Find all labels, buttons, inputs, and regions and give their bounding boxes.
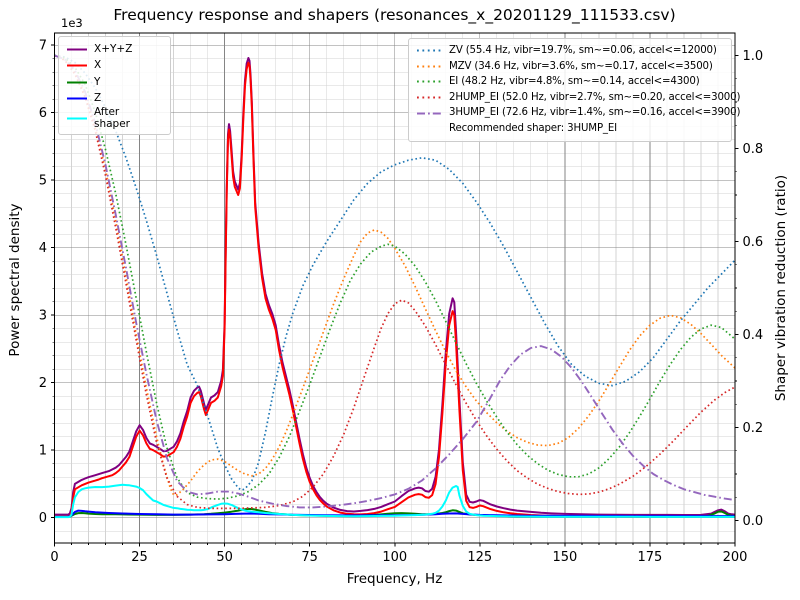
legend-item-label: Z	[94, 92, 102, 104]
tick-label: 200	[723, 550, 748, 565]
tick-label: 25	[131, 550, 148, 565]
legend-item-label: 2HUMP_EI (52.0 Hz, vibr=2.7%, sm~=0.20, …	[449, 91, 741, 103]
recommended-shaper-text: Recommended shaper: 3HUMP_EI	[449, 123, 618, 135]
tick-label: 7	[39, 39, 47, 54]
tick-label: 75	[301, 550, 318, 565]
series-X	[54, 61, 736, 518]
series-3HUMP-EI	[54, 54, 736, 509]
axis-ticks	[51, 44, 739, 547]
series-MZV	[54, 54, 736, 496]
tick-label: 100	[382, 550, 407, 565]
legend-item-label: X	[94, 59, 102, 71]
chart-title: Frequency response and shapers (resonanc…	[113, 6, 676, 24]
legend-item: EI (48.2 Hz, vibr=4.8%, sm~=0.14, accel<…	[416, 74, 724, 90]
x-tick-labels: 0 25 50 75 100 125 150 175 200	[50, 550, 747, 565]
tick-label: 0.2	[743, 421, 764, 436]
tick-label: 0.8	[743, 142, 764, 157]
legend-item-label: Y	[94, 75, 101, 88]
tick-label: 5	[39, 174, 47, 189]
tick-label: 0.0	[743, 514, 764, 529]
tick-label: 0	[39, 511, 47, 526]
legend-line-sample	[417, 49, 442, 52]
legend-item: After shaper	[66, 106, 163, 130]
legend-item: MZV (34.6 Hz, vibr=3.6%, sm~=0.17, accel…	[416, 59, 724, 75]
legend-item-label: X+Y+Z	[94, 42, 133, 55]
tick-label: 1.0	[743, 49, 764, 64]
legend-line-sample	[67, 81, 87, 84]
tick-label: 125	[467, 550, 492, 565]
legend-item-label: 3HUMP_EI (72.6 Hz, vibr=1.4%, sm~=0.16, …	[449, 107, 741, 119]
tick-label: 2	[39, 376, 47, 391]
legend-item: 2HUMP_EI (52.0 Hz, vibr=2.7%, sm~=0.20, …	[416, 90, 740, 106]
legend-item-label: ZV (55.4 Hz, vibr=19.7%, sm~=0.06, accel…	[449, 45, 717, 57]
psd-series	[54, 57, 736, 519]
legend-item: ZV (55.4 Hz, vibr=19.7%, sm~=0.06, accel…	[416, 43, 724, 59]
tick-label: 50	[216, 550, 233, 565]
tick-label: 175	[638, 550, 663, 565]
legend-footer-row: Recommended shaper: 3HUMP_EI	[416, 121, 724, 137]
tick-label: 0.4	[743, 328, 764, 343]
shaper-series	[54, 54, 736, 510]
tick-label: 0	[50, 550, 58, 565]
y-right-tick-labels: 0.0 0.2 0.4 0.6 0.8 1.0	[743, 49, 764, 529]
legend-line-sample	[67, 48, 87, 51]
legend-line-sample	[417, 65, 442, 68]
y-axis-offset-text: 1e3	[61, 16, 83, 30]
legend-line-sample	[67, 117, 87, 120]
legend-shapers: ZV (55.4 Hz, vibr=19.7%, sm~=0.06, accel…	[408, 38, 740, 142]
legend-item-label: MZV (34.6 Hz, vibr=3.6%, sm~=0.17, accel…	[449, 60, 713, 72]
legend-item-label: EI (48.2 Hz, vibr=4.8%, sm~=0.14, accel<…	[449, 76, 700, 88]
series-EI	[54, 54, 736, 500]
y-left-tick-labels: 0 1 2 3 4 5 6 7	[39, 39, 47, 527]
legend-line-sample	[67, 64, 87, 67]
tick-label: 3	[39, 309, 47, 324]
tick-label: 1	[39, 444, 47, 459]
tick-label: 4	[39, 241, 47, 256]
legend-line-sample	[417, 96, 442, 99]
tick-label: 150	[552, 550, 577, 565]
legend-line-sample	[67, 97, 87, 100]
legend-item: Y	[66, 74, 163, 91]
legend-item-label: After shaper	[94, 106, 131, 130]
legend-line-sample	[417, 112, 442, 115]
tick-label: 0.6	[743, 235, 764, 250]
legend-item: X	[66, 58, 163, 75]
legend-item: Z	[66, 91, 163, 108]
series-2HUMP-EI	[54, 54, 736, 510]
legend-item: X+Y+Z	[66, 41, 163, 58]
legend-psd: X+Y+Z X Y Z After shaper	[58, 36, 171, 135]
series-After-shaper	[54, 483, 735, 519]
tick-label: 6	[39, 106, 47, 121]
legend-line-sample	[417, 80, 442, 83]
x-axis-label: Frequency, Hz	[346, 571, 443, 587]
legend-item: 3HUMP_EI (72.6 Hz, vibr=1.4%, sm~=0.16, …	[416, 105, 740, 121]
